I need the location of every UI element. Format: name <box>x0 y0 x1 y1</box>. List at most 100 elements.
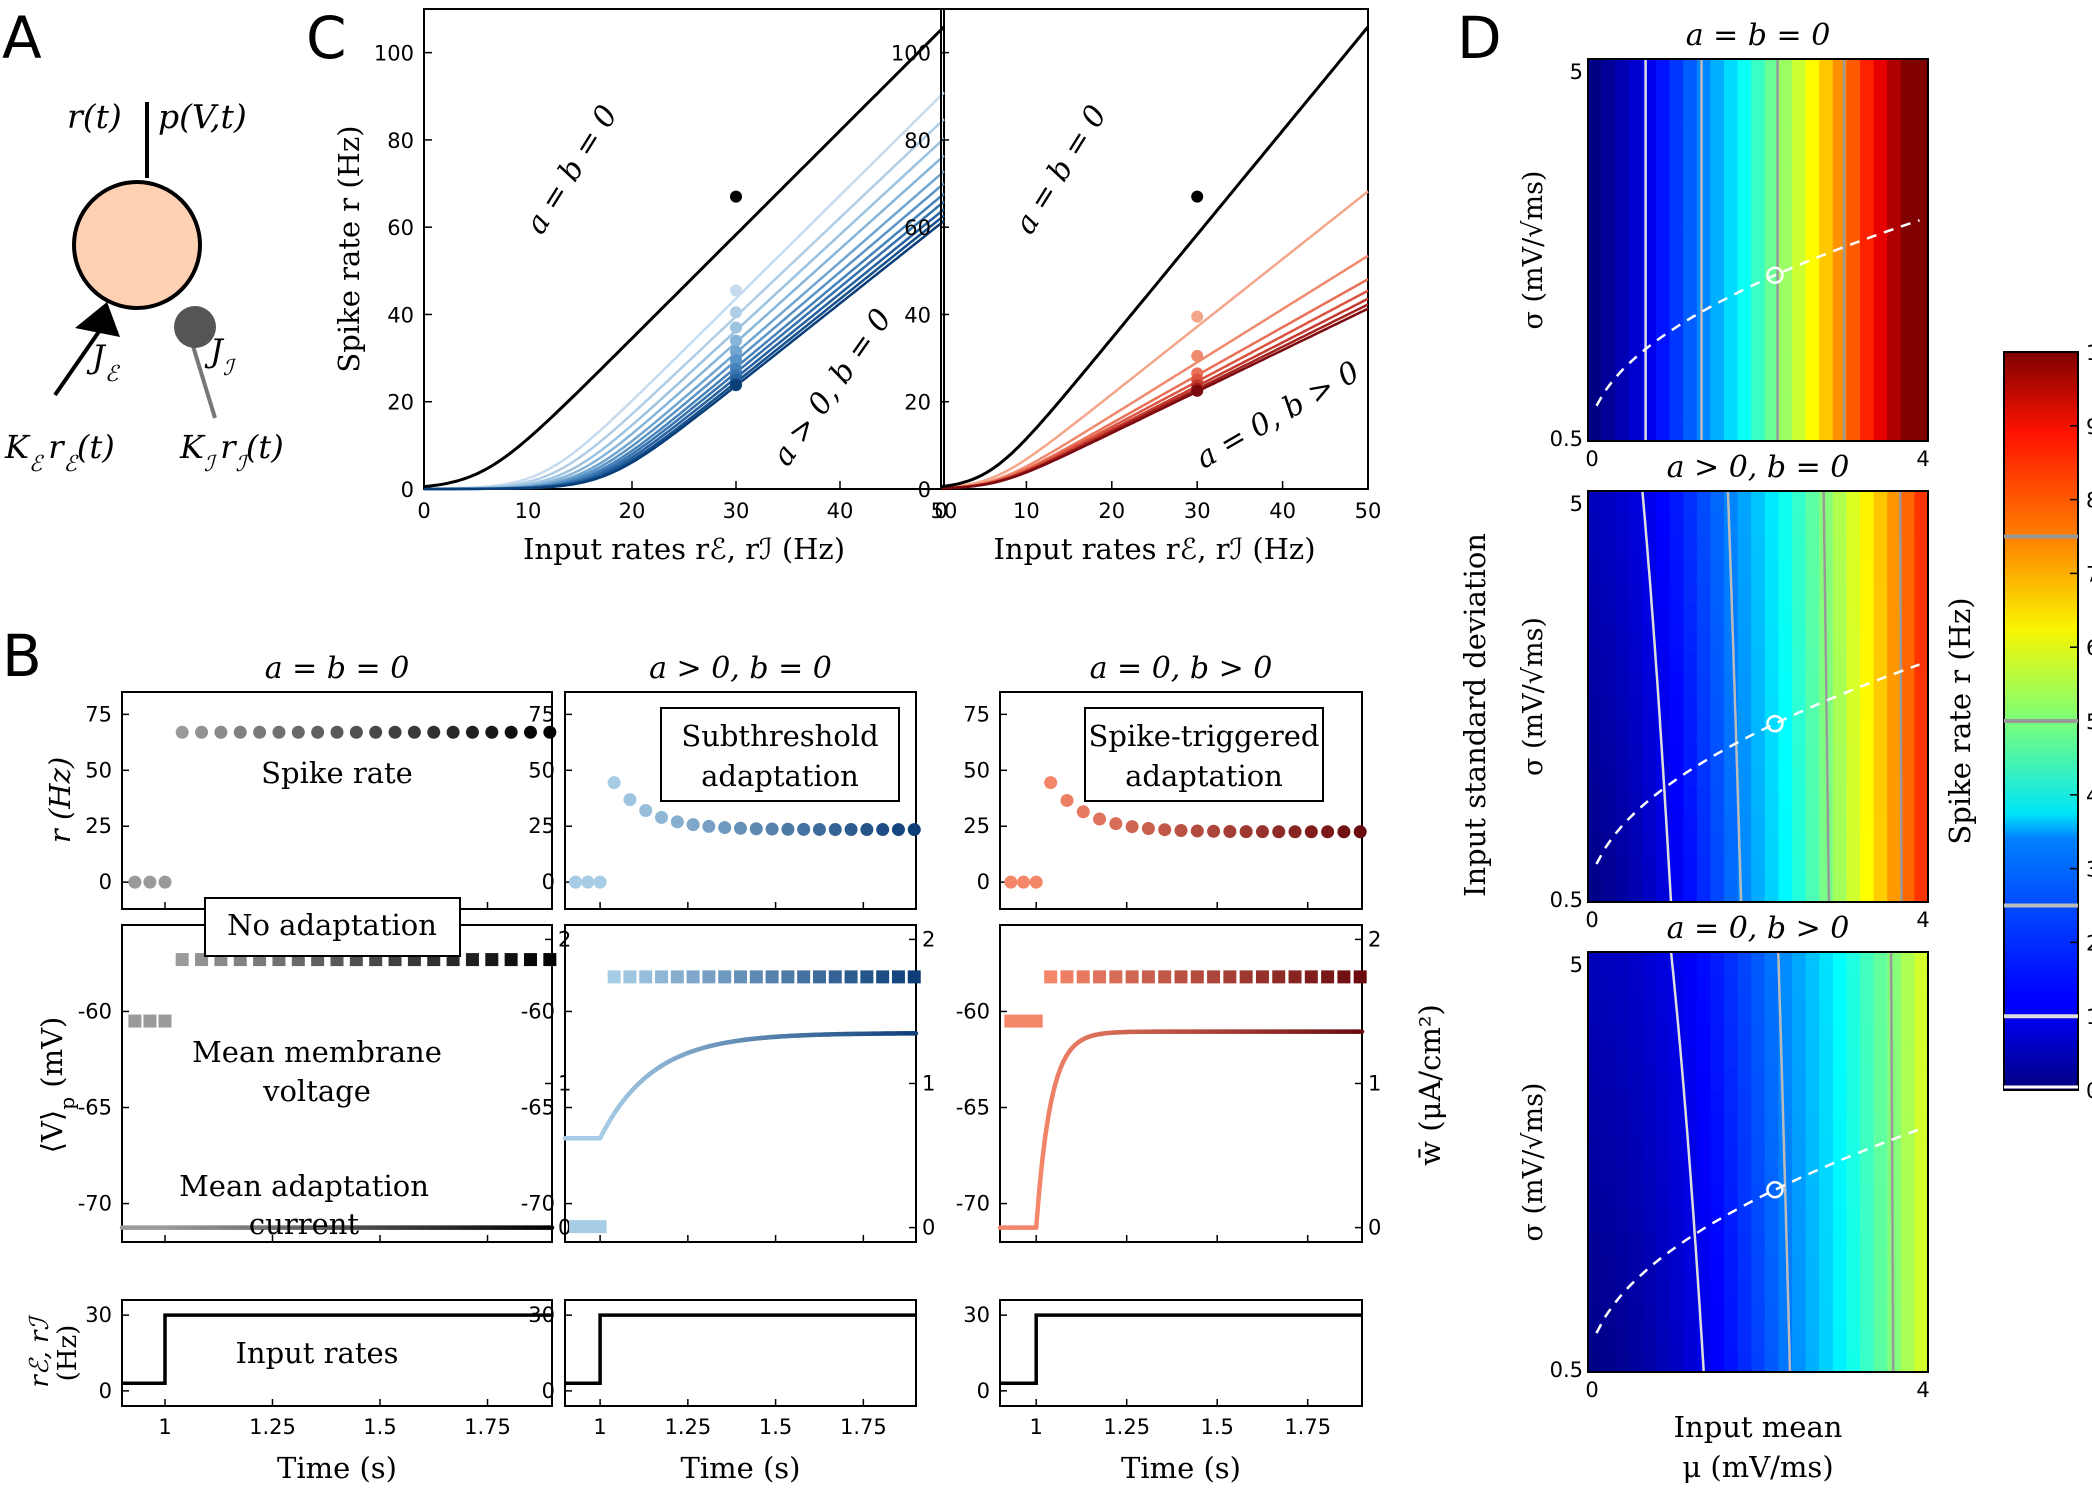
heatmap-cell <box>1778 975 1793 1000</box>
heatmap-cell <box>1819 377 1834 400</box>
heatmap-cell <box>1887 998 1902 1023</box>
heatmap-cell <box>1860 765 1875 789</box>
rate-point <box>485 725 499 739</box>
heatmap-cell <box>1724 1208 1739 1233</box>
heatmap-cell <box>1669 1022 1684 1046</box>
heatmap-cell <box>1615 719 1630 743</box>
heatmap-cell <box>1601 207 1616 230</box>
heatmap-cell <box>1696 313 1711 336</box>
heatmap-cell <box>1860 513 1875 538</box>
heatmap-cell <box>1914 313 1929 336</box>
heatmap-cell <box>1764 398 1779 421</box>
heatmap-cell <box>1914 59 1929 81</box>
heatmap-cell <box>1873 1138 1888 1163</box>
heatmap-cell <box>1615 673 1630 698</box>
heatmap-cell <box>1683 1302 1698 1326</box>
heatmap-cell <box>1628 165 1643 187</box>
heatmap-cell <box>1642 1162 1657 1186</box>
x-tick-label: 30 <box>1184 499 1211 523</box>
heatmap-cell <box>1819 122 1834 145</box>
heatmap-cell <box>1601 186 1616 209</box>
heatmap-cell <box>1819 833 1834 857</box>
rate-point <box>670 815 684 829</box>
heatmap-cell <box>1737 696 1752 720</box>
heatmap-cell <box>1710 1045 1725 1070</box>
heatmap-cell <box>1737 491 1752 515</box>
heatmap-cell <box>1887 856 1902 880</box>
heatmap-cell <box>1656 143 1671 166</box>
heatmap-cell <box>1846 80 1861 103</box>
heatmap-cell <box>1683 1045 1698 1070</box>
heatmap-cell <box>1805 1255 1820 1280</box>
contour-line <box>1776 951 1792 1373</box>
heatmap-cell <box>1873 1162 1888 1186</box>
heatmap-cell <box>1601 228 1616 251</box>
heatmap-cell <box>1887 313 1902 336</box>
heatmap-cell <box>1642 1278 1657 1303</box>
heatmap-cell <box>1805 879 1820 903</box>
heatmap-cell <box>1724 1045 1739 1070</box>
heatmap-cell <box>1792 80 1807 103</box>
heatmap-cell <box>1900 856 1915 880</box>
b-input-ylabel-2: (Hz) <box>53 1325 83 1382</box>
heatmap-cell <box>1860 207 1875 230</box>
heatmap-cell <box>1724 398 1739 421</box>
heatmap-cell <box>1656 628 1671 652</box>
heatmap-cell <box>1832 673 1847 698</box>
heatmap-cell <box>1914 559 1929 583</box>
heatmap-cell <box>1778 719 1793 743</box>
heatmap-cell <box>1683 143 1698 166</box>
heatmap-cell <box>1628 1302 1643 1326</box>
heatmap-cell <box>1873 250 1888 272</box>
heatmap-cell <box>1669 1348 1684 1373</box>
heatmap-cell <box>1737 673 1752 698</box>
heatmap-cell <box>1751 765 1766 789</box>
heatmap-cell <box>1656 491 1671 515</box>
heatmap-cell <box>1656 80 1671 103</box>
heatmap-cell <box>1914 833 1929 857</box>
heatmap-cell <box>1792 1068 1807 1093</box>
heatmap-cell <box>1778 377 1793 400</box>
heatmap-cell <box>1764 673 1779 698</box>
heatmap-cell <box>1764 513 1779 538</box>
heatmap-cell <box>1683 1092 1698 1116</box>
heatmap-cell <box>1710 1278 1725 1303</box>
heatmap-cell <box>1900 1115 1915 1140</box>
heatmap-cell <box>1656 334 1671 357</box>
heatmap-cell <box>1751 1255 1766 1280</box>
heatmap-cell <box>1724 1115 1739 1140</box>
heatmap-cell <box>1860 719 1875 743</box>
adaptation-line <box>1046 1098 1054 1120</box>
heatmap-cell <box>1615 271 1630 294</box>
heatmap-cell <box>1792 228 1807 251</box>
ke-sub: ℰ <box>29 452 45 477</box>
heatmap-cell <box>1873 605 1888 629</box>
rate-point <box>812 822 826 836</box>
heatmap-cell <box>1737 207 1752 230</box>
heatmap-cell <box>1832 998 1847 1023</box>
operating-point <box>1766 714 1784 733</box>
heatmap-cell <box>1764 559 1779 583</box>
heatmap-cell <box>1887 719 1902 743</box>
heatmap-cell <box>1656 952 1671 976</box>
heatmap-cell <box>1900 1232 1915 1256</box>
colorbar-tick-label: 20 <box>2086 931 2092 955</box>
heatmap-cell <box>1615 101 1630 124</box>
heatmap-cell <box>1805 122 1820 145</box>
heatmap-cell <box>1669 186 1684 209</box>
heatmap-cell <box>1628 1022 1643 1046</box>
heatmap-cell <box>1887 810 1902 835</box>
heatmap-cell <box>1710 1138 1725 1163</box>
ke-t: (t) <box>77 428 115 466</box>
heatmap-cell <box>1724 1068 1739 1093</box>
heatmap-cell <box>1615 186 1630 209</box>
heatmap-cell <box>1873 228 1888 251</box>
voltage-point <box>175 953 189 967</box>
heatmap-cell <box>1887 879 1902 903</box>
rate-point <box>1004 875 1018 889</box>
heatmap-cell <box>1792 419 1807 442</box>
heatmap-cell <box>1642 719 1657 743</box>
heatmap-cell <box>1669 1092 1684 1116</box>
rate-point <box>1174 823 1188 837</box>
heatmap-cell <box>1710 582 1725 606</box>
